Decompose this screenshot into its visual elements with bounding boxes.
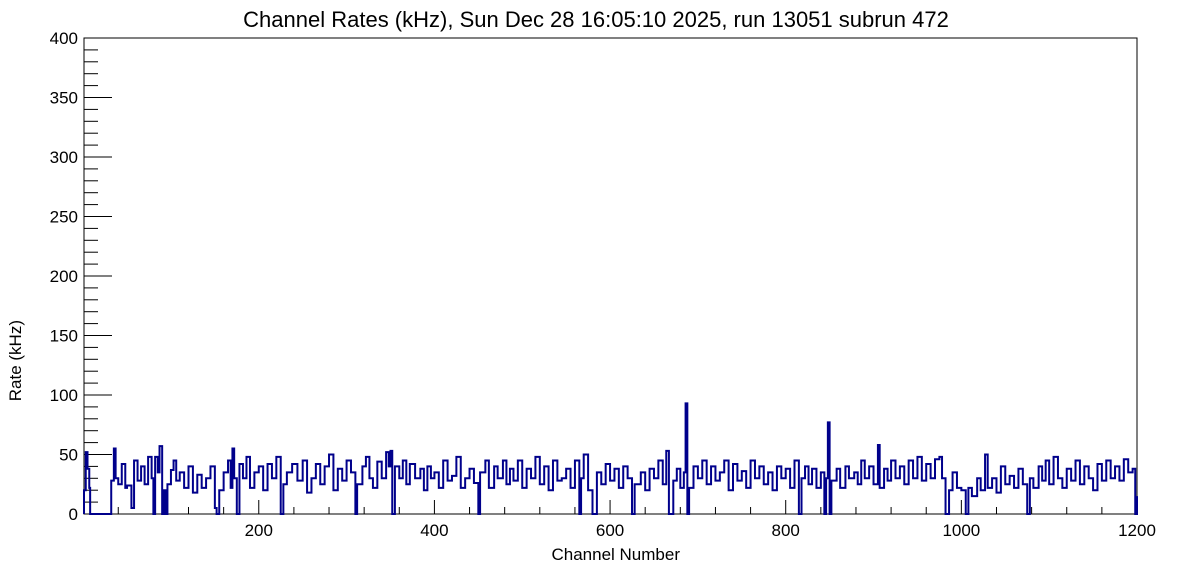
y-tick-label: 50 [59, 446, 78, 465]
y-tick-label: 300 [50, 148, 78, 167]
x-tick-label: 600 [596, 521, 624, 540]
plot-frame [83, 37, 1138, 515]
y-tick-label: 150 [50, 327, 78, 346]
y-axis-label: Rate (kHz) [6, 320, 25, 401]
x-axis: 200 400 600 800 1000 1200 [117, 500, 1156, 540]
y-tick-label: 350 [50, 89, 78, 108]
y-tick-label: 200 [50, 267, 78, 286]
series-line [83, 402, 1138, 515]
plot-area [83, 37, 1138, 515]
x-tick-label: 800 [772, 521, 800, 540]
y-tick-label: 400 [50, 29, 78, 48]
y-axis: 0 50 100 150 200 250 300 350 400 [50, 29, 112, 524]
x-tick-label: 1200 [1118, 521, 1156, 540]
x-tick-label: 200 [245, 521, 273, 540]
x-tick-label: 1000 [942, 521, 980, 540]
y-tick-label: 250 [50, 208, 78, 227]
y-tick-label: 0 [69, 505, 78, 524]
y-tick-label: 100 [50, 386, 78, 405]
x-tick-label: 400 [420, 521, 448, 540]
chart-title: Channel Rates (kHz), Sun Dec 28 16:05:10… [243, 7, 949, 32]
x-axis-label: Channel Number [551, 545, 680, 564]
